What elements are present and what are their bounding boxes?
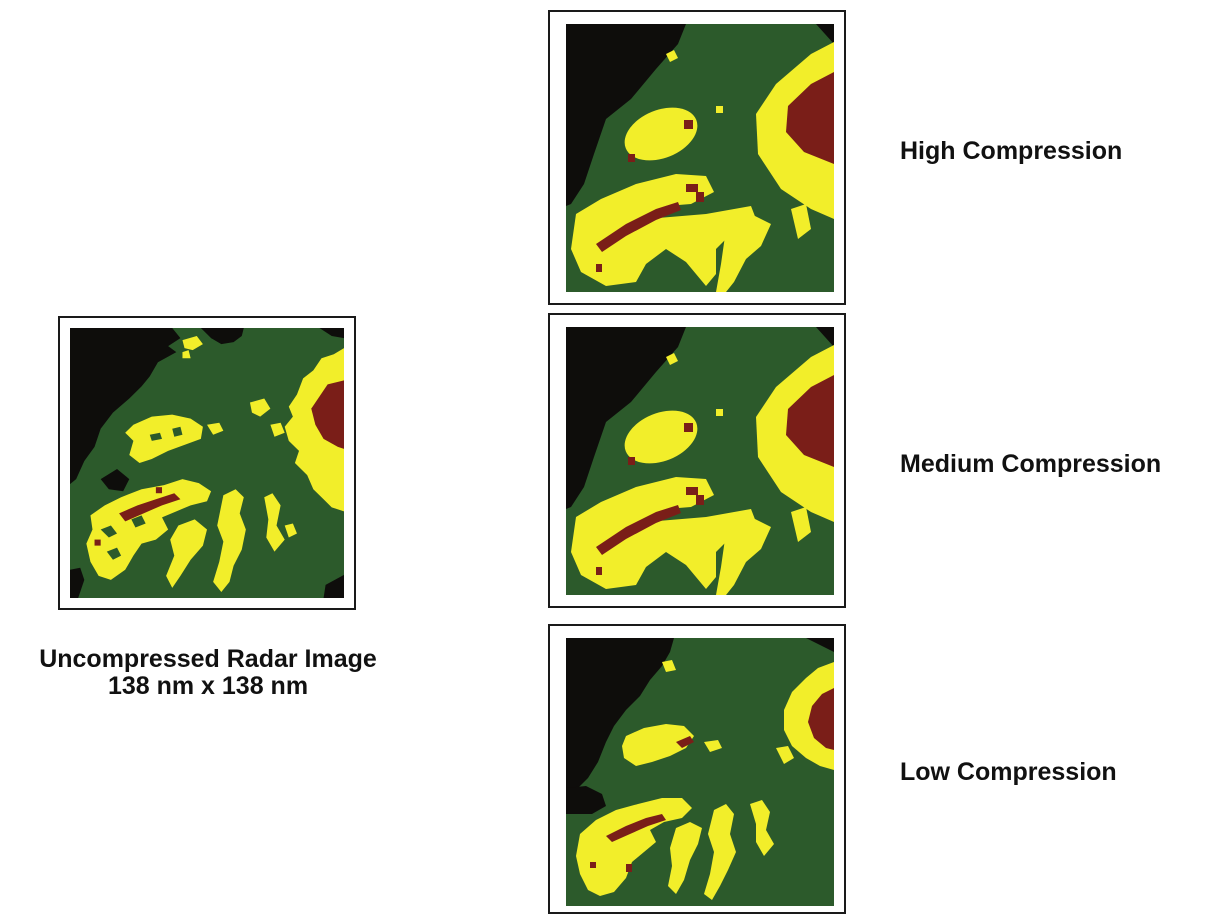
- uncompressed-caption-title: Uncompressed Radar Image: [39, 645, 377, 673]
- high-compression-radar-frame: [548, 10, 846, 305]
- uncompressed-caption: Uncompressed Radar Image 138 nm x 138 nm: [0, 646, 416, 700]
- high-compression-radar-image: [566, 24, 834, 292]
- low-compression-label: Low Compression: [900, 758, 1117, 786]
- medium-compression-label: Medium Compression: [900, 450, 1162, 478]
- low-compression-radar-image: [566, 638, 834, 906]
- medium-compression-radar-frame: [548, 313, 846, 608]
- uncompressed-radar-frame: [58, 316, 356, 610]
- high-compression-label: High Compression: [900, 137, 1123, 165]
- medium-compression-radar-image: [566, 327, 834, 595]
- uncompressed-radar-image: [70, 328, 344, 598]
- low-compression-radar-frame: [548, 624, 846, 914]
- uncompressed-caption-size: 138 nm x 138 nm: [107, 672, 309, 700]
